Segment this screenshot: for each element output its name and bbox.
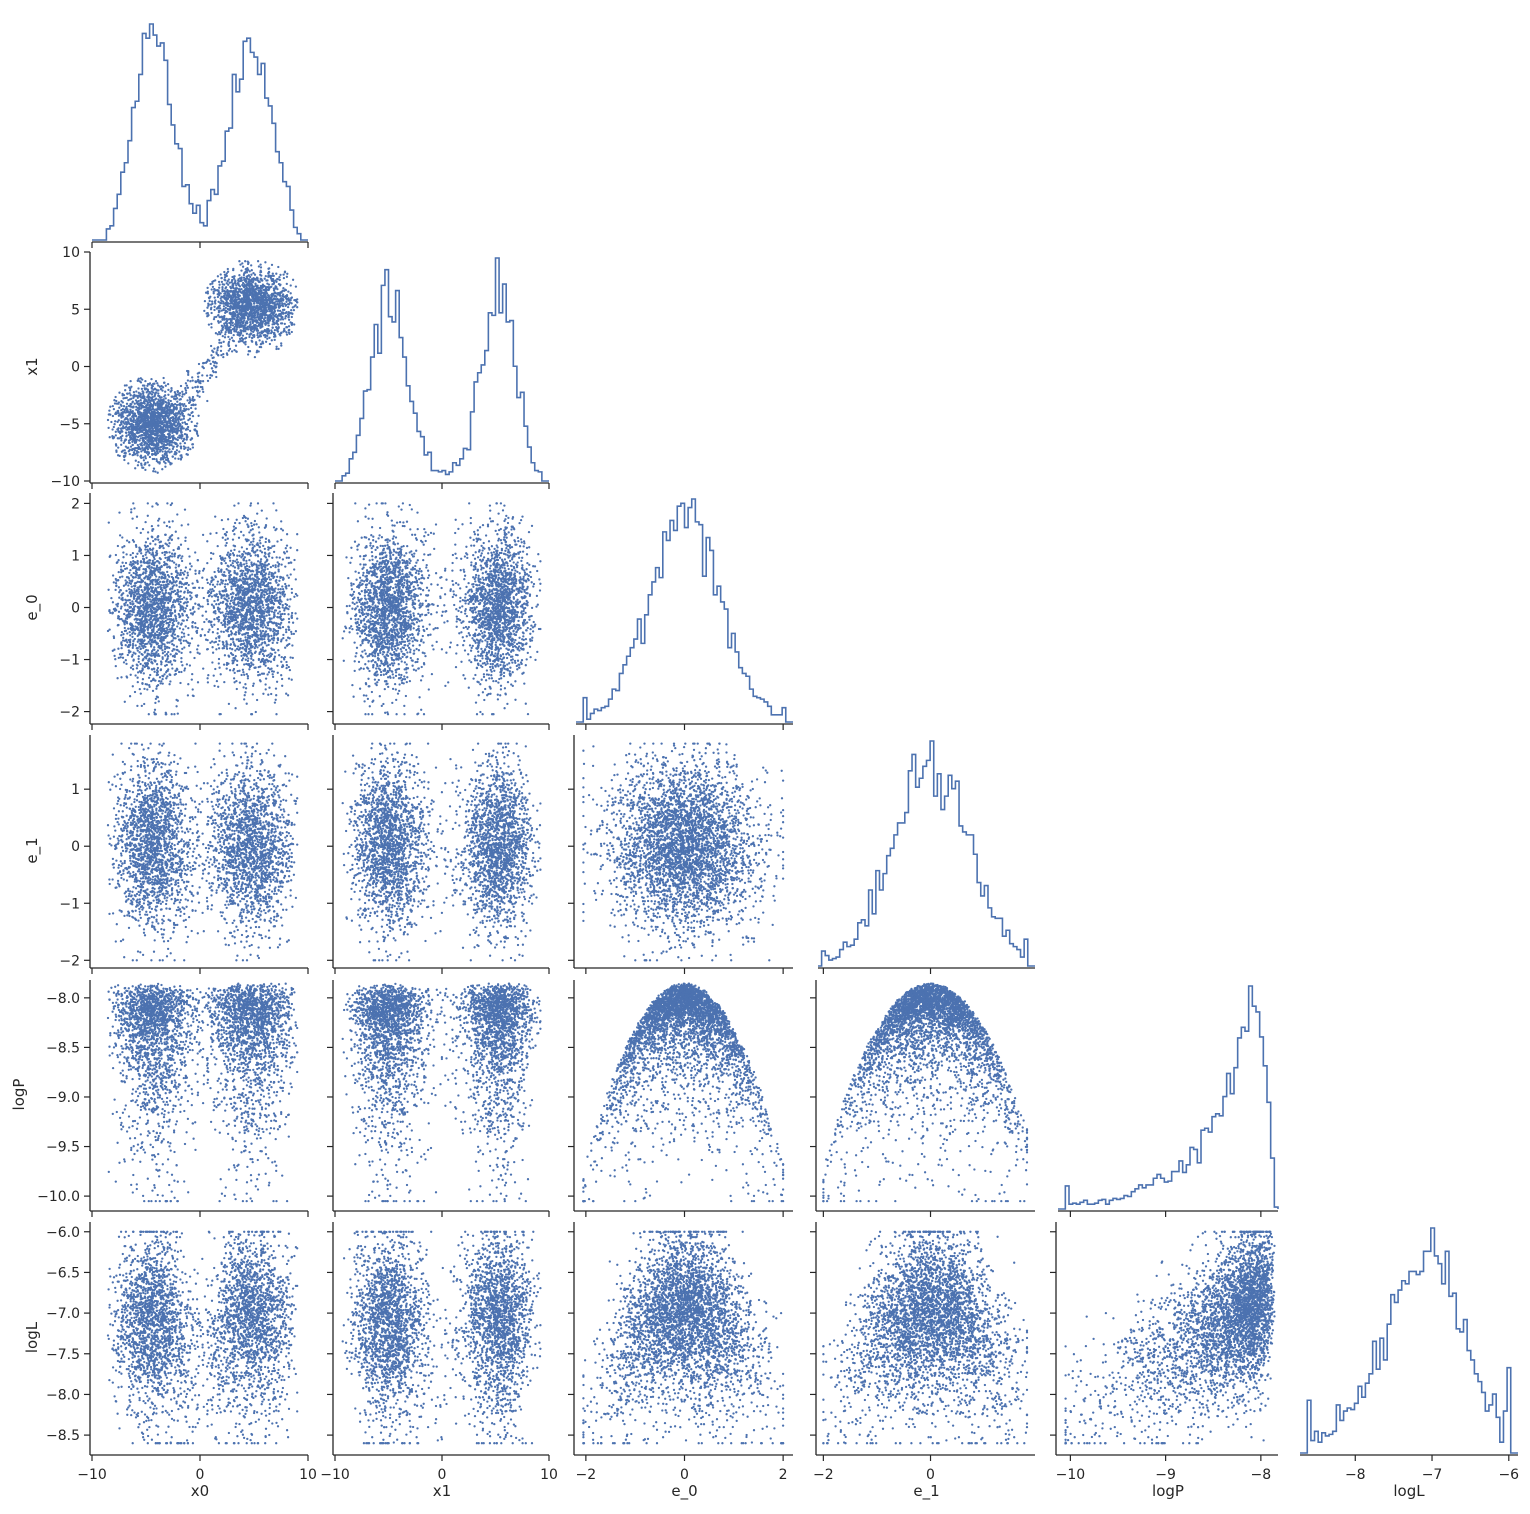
data-point <box>209 300 211 302</box>
data-point <box>290 284 292 286</box>
data-point <box>210 326 212 328</box>
data-point <box>217 296 219 298</box>
data-point <box>201 374 203 376</box>
data-point <box>111 428 113 430</box>
data-point <box>203 310 205 312</box>
data-point <box>115 434 117 436</box>
data-point <box>190 407 192 409</box>
data-point <box>167 389 169 391</box>
data-point <box>206 400 208 402</box>
data-point <box>165 397 167 399</box>
data-point <box>291 316 293 318</box>
data-point <box>208 323 210 325</box>
data-point <box>135 390 137 392</box>
panel-x0-vs-x0 <box>92 24 308 248</box>
data-point <box>155 397 157 399</box>
data-point <box>129 442 131 444</box>
data-point <box>240 269 242 271</box>
data-point <box>161 450 163 452</box>
data-point <box>118 392 120 394</box>
data-point <box>285 301 287 303</box>
data-point <box>165 385 167 387</box>
data-point <box>214 296 216 298</box>
data-point <box>123 459 125 461</box>
data-point <box>210 363 212 365</box>
data-point <box>204 300 206 302</box>
data-point <box>192 379 194 381</box>
data-point <box>187 447 189 449</box>
data-point <box>288 319 290 321</box>
data-point <box>148 464 150 466</box>
data-point <box>258 339 260 341</box>
data-point <box>113 426 115 428</box>
data-point <box>157 384 159 386</box>
data-point <box>286 273 288 275</box>
data-point <box>275 273 277 275</box>
data-point <box>271 339 273 341</box>
data-point <box>137 464 139 466</box>
data-point <box>229 338 231 340</box>
data-point <box>242 334 244 336</box>
data-point <box>191 421 193 423</box>
data-point <box>115 412 117 414</box>
data-point <box>110 421 112 423</box>
data-point <box>236 328 238 330</box>
data-point <box>133 391 135 393</box>
data-point <box>285 315 287 317</box>
data-point <box>120 405 122 407</box>
data-point <box>217 275 219 277</box>
data-point <box>137 461 139 463</box>
data-point <box>165 444 167 446</box>
data-point <box>224 279 226 281</box>
data-point <box>164 394 166 396</box>
data-point <box>196 422 198 424</box>
scatter-points <box>107 260 299 474</box>
data-point <box>140 399 142 401</box>
histogram-x0 <box>92 24 308 240</box>
data-point <box>183 438 185 440</box>
data-point <box>239 285 241 287</box>
data-point <box>189 448 191 450</box>
data-point <box>191 443 193 445</box>
data-point <box>141 388 143 390</box>
data-point <box>185 392 187 394</box>
data-point <box>275 346 277 348</box>
data-point <box>223 341 225 343</box>
data-point <box>176 449 178 451</box>
data-point <box>168 448 170 450</box>
data-point <box>221 281 223 283</box>
data-point <box>189 418 191 420</box>
data-point <box>187 387 189 389</box>
panels-layer: −10−50510−2−1012−2−101−10.0−9.5−9.0−8.5−… <box>37 24 1519 1483</box>
